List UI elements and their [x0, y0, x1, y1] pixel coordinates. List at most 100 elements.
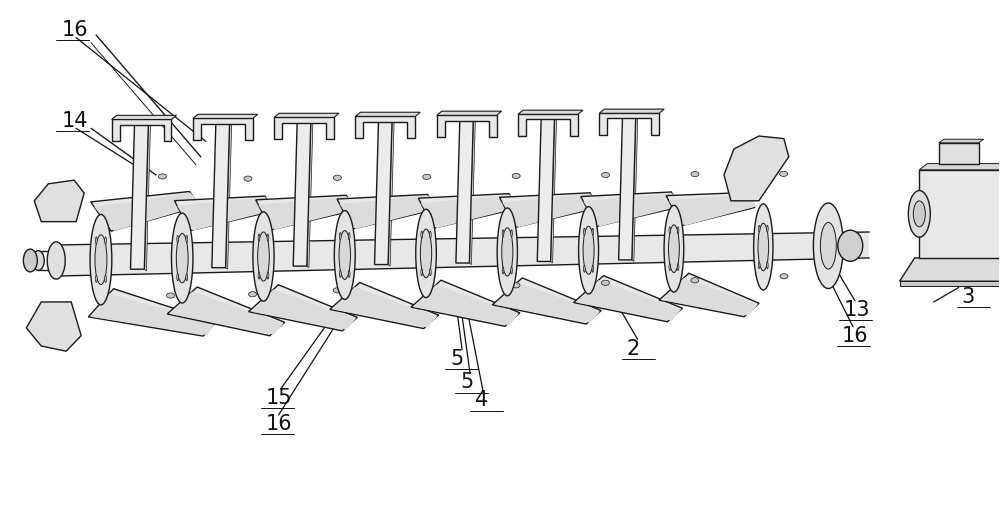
Ellipse shape [502, 230, 504, 237]
Polygon shape [414, 284, 519, 325]
Polygon shape [355, 112, 420, 116]
Polygon shape [599, 109, 664, 113]
Ellipse shape [669, 264, 671, 270]
Polygon shape [91, 192, 200, 231]
Polygon shape [469, 115, 475, 265]
Ellipse shape [579, 207, 599, 294]
Polygon shape [583, 193, 681, 227]
Ellipse shape [267, 234, 269, 241]
Polygon shape [258, 196, 356, 230]
Ellipse shape [339, 270, 341, 277]
Ellipse shape [47, 242, 65, 279]
Polygon shape [492, 278, 601, 324]
Polygon shape [939, 143, 979, 164]
Polygon shape [212, 118, 230, 268]
Polygon shape [500, 193, 598, 227]
Ellipse shape [780, 171, 788, 177]
Ellipse shape [167, 293, 175, 298]
Polygon shape [330, 282, 439, 329]
Polygon shape [495, 282, 600, 323]
Polygon shape [632, 113, 638, 262]
Polygon shape [337, 194, 435, 229]
Polygon shape [518, 110, 583, 114]
Polygon shape [34, 180, 84, 221]
Ellipse shape [32, 251, 44, 270]
Polygon shape [130, 119, 149, 269]
Text: 4: 4 [475, 390, 488, 411]
Ellipse shape [583, 226, 594, 275]
Polygon shape [418, 194, 517, 228]
Ellipse shape [171, 213, 193, 303]
Ellipse shape [511, 230, 512, 237]
Polygon shape [112, 115, 176, 119]
Polygon shape [193, 118, 253, 140]
Text: 14: 14 [61, 110, 88, 131]
Polygon shape [177, 197, 275, 231]
Polygon shape [437, 115, 497, 137]
Ellipse shape [95, 237, 97, 244]
Text: 13: 13 [844, 300, 871, 320]
Ellipse shape [416, 209, 436, 297]
Polygon shape [340, 196, 438, 229]
Polygon shape [900, 258, 1000, 281]
Polygon shape [355, 116, 415, 138]
Ellipse shape [592, 265, 594, 272]
Polygon shape [518, 114, 578, 136]
Ellipse shape [267, 272, 269, 279]
Polygon shape [581, 192, 679, 227]
Ellipse shape [691, 171, 699, 177]
Ellipse shape [677, 227, 679, 234]
Ellipse shape [511, 267, 512, 274]
Ellipse shape [244, 176, 252, 181]
Polygon shape [662, 278, 758, 316]
Polygon shape [256, 195, 354, 230]
Polygon shape [167, 287, 285, 336]
Ellipse shape [420, 229, 432, 278]
Ellipse shape [339, 231, 350, 279]
Polygon shape [659, 273, 759, 317]
Text: 5: 5 [460, 373, 473, 392]
Ellipse shape [669, 227, 671, 234]
Ellipse shape [423, 174, 431, 179]
Ellipse shape [348, 270, 350, 277]
Polygon shape [56, 232, 869, 276]
Ellipse shape [820, 222, 836, 269]
Ellipse shape [758, 224, 769, 271]
Polygon shape [666, 192, 755, 226]
Polygon shape [293, 117, 311, 266]
Polygon shape [26, 302, 81, 351]
Ellipse shape [95, 235, 107, 284]
Polygon shape [174, 196, 273, 231]
Polygon shape [574, 276, 682, 322]
Ellipse shape [780, 274, 788, 279]
Text: 5: 5 [450, 349, 463, 369]
Text: 3: 3 [962, 287, 975, 307]
Polygon shape [274, 113, 339, 117]
Ellipse shape [512, 173, 520, 179]
Ellipse shape [258, 232, 269, 281]
Polygon shape [502, 194, 600, 227]
Ellipse shape [592, 228, 594, 235]
Polygon shape [919, 164, 1000, 170]
Ellipse shape [23, 249, 37, 272]
Polygon shape [577, 280, 681, 320]
Ellipse shape [913, 201, 925, 227]
Polygon shape [669, 194, 757, 226]
Ellipse shape [430, 269, 431, 276]
Polygon shape [724, 136, 789, 201]
Ellipse shape [334, 210, 355, 300]
Ellipse shape [339, 232, 341, 240]
Ellipse shape [584, 228, 585, 235]
Ellipse shape [758, 262, 760, 269]
Ellipse shape [177, 274, 179, 281]
Text: 16: 16 [266, 414, 292, 434]
Ellipse shape [664, 205, 684, 292]
Polygon shape [94, 193, 202, 231]
Ellipse shape [333, 175, 341, 180]
Ellipse shape [669, 225, 679, 272]
Ellipse shape [421, 269, 422, 276]
Polygon shape [307, 117, 313, 268]
Text: 15: 15 [266, 388, 292, 408]
Text: 16: 16 [61, 20, 88, 40]
Polygon shape [437, 111, 502, 115]
